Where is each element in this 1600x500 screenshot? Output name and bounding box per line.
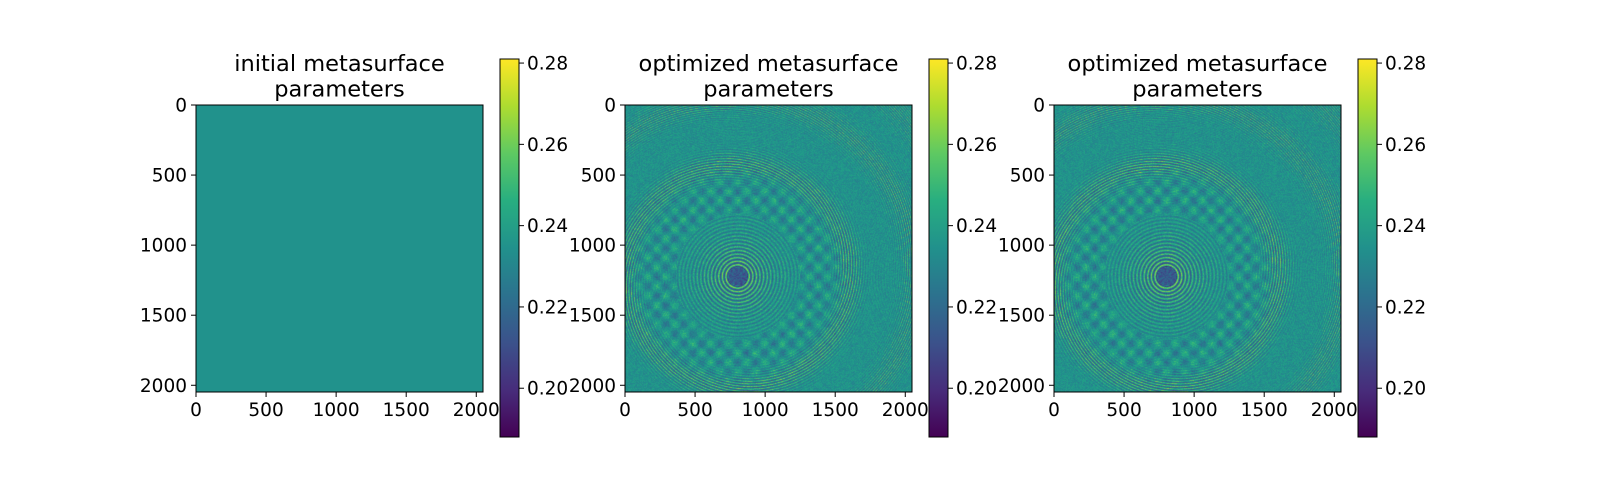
- y-tick-label: 500: [152, 166, 187, 187]
- colorbar-tick-label: 0.26: [956, 135, 997, 156]
- panel-title-line-2: parameters: [274, 77, 405, 103]
- y-tick-label: 0: [1033, 96, 1045, 117]
- panel-title-line-1: initial metasurface: [234, 51, 445, 77]
- x-tick-label: 1500: [383, 400, 430, 421]
- x-tick-label: 1000: [1171, 400, 1218, 421]
- colorbar-tick-label: 0.28: [1385, 54, 1426, 75]
- y-tick-label: 1000: [998, 236, 1045, 257]
- heatmap-image: [196, 105, 483, 392]
- colorbar: [928, 58, 949, 438]
- heatmap-image: [625, 105, 912, 392]
- y-tick-label: 500: [1010, 166, 1045, 187]
- panel-title-line-2: parameters: [703, 77, 834, 103]
- x-tick-label: 0: [1048, 400, 1060, 421]
- colorbar-tick-label: 0.22: [956, 297, 997, 318]
- colorbar-tick-label: 0.24: [1385, 216, 1426, 237]
- colorbar: [1357, 58, 1378, 438]
- colorbar-tick-label: 0.24: [956, 216, 997, 237]
- colorbar-tick-label: 0.28: [527, 54, 568, 75]
- y-tick-label: 1000: [569, 236, 616, 257]
- panel-title-line-1: optimized metasurface: [1068, 51, 1328, 77]
- colorbar-tick-label: 0.22: [1385, 297, 1426, 318]
- y-tick-label: 1500: [569, 306, 616, 327]
- y-tick-label: 1000: [140, 236, 187, 257]
- axes-frame: [1053, 104, 1342, 393]
- y-tick-label: 0: [604, 96, 616, 117]
- x-tick-label: 500: [1106, 400, 1141, 421]
- colorbar-tick-label: 0.20: [1385, 379, 1426, 400]
- y-tick-label: 500: [581, 166, 616, 187]
- y-tick-label: 1500: [140, 306, 187, 327]
- colorbar-tick-label: 0.20: [527, 379, 568, 400]
- x-tick-label: 500: [248, 400, 283, 421]
- colorbar-tick-label: 0.26: [527, 135, 568, 156]
- colorbar-tick-label: 0.26: [1385, 135, 1426, 156]
- panel-title-line-2: parameters: [1132, 77, 1263, 103]
- x-tick-label: 2000: [882, 400, 929, 421]
- x-tick-label: 1000: [742, 400, 789, 421]
- axes-frame: [195, 104, 484, 393]
- colorbar-tick-label: 0.24: [527, 216, 568, 237]
- x-tick-label: 1000: [313, 400, 360, 421]
- y-tick-label: 2000: [140, 376, 187, 397]
- colorbar-tick-label: 0.20: [956, 379, 997, 400]
- heatmap-image: [1054, 105, 1341, 392]
- colorbar: [499, 58, 520, 438]
- x-tick-label: 1500: [1241, 400, 1288, 421]
- y-tick-label: 1500: [998, 306, 1045, 327]
- y-tick-label: 2000: [998, 376, 1045, 397]
- colorbar-tick-label: 0.22: [527, 297, 568, 318]
- y-tick-label: 0: [175, 96, 187, 117]
- y-tick-label: 2000: [569, 376, 616, 397]
- x-tick-label: 2000: [1311, 400, 1358, 421]
- colorbar-tick-label: 0.28: [956, 54, 997, 75]
- x-tick-label: 2000: [453, 400, 500, 421]
- x-tick-label: 0: [190, 400, 202, 421]
- x-tick-label: 500: [677, 400, 712, 421]
- x-tick-label: 0: [619, 400, 631, 421]
- panel-title-line-1: optimized metasurface: [639, 51, 899, 77]
- x-tick-label: 1500: [812, 400, 859, 421]
- axes-frame: [624, 104, 913, 393]
